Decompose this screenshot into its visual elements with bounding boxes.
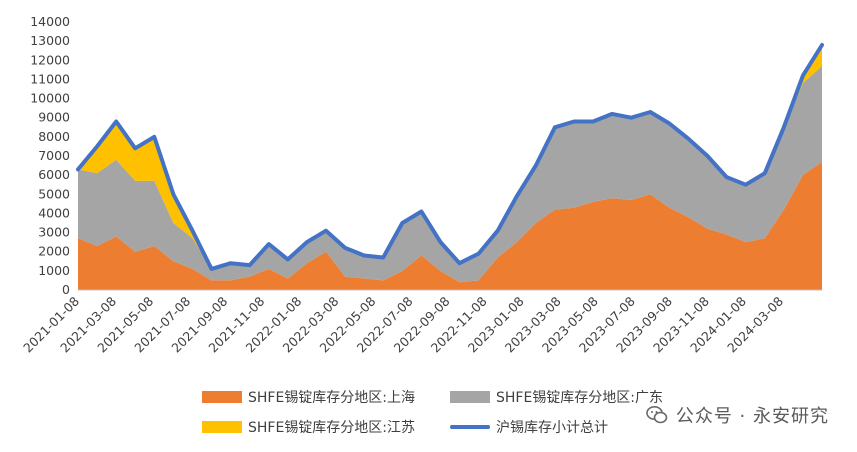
y-tick-label: 2000 — [38, 244, 70, 259]
y-tick-label: 11000 — [30, 71, 70, 86]
area-series-1 — [78, 66, 822, 283]
watermark-text: 公众号 · 永安研究 — [675, 406, 829, 427]
y-tick-label: 14000 — [30, 14, 70, 29]
legend-label-guangdong: SHFE锡锭库存分地区:广东 — [496, 390, 664, 406]
y-tick-label: 4000 — [38, 205, 70, 220]
area-series-0 — [78, 161, 822, 290]
legend-swatch-shanghai — [202, 391, 242, 403]
total-line-series — [76, 43, 824, 271]
y-tick-label: 12000 — [30, 52, 70, 67]
watermark: 公众号 · 永安研究 — [646, 402, 829, 428]
legend-item-jiangsu: SHFE锡锭库存分地区:江苏 — [202, 417, 415, 437]
y-tick-label: 8000 — [38, 129, 70, 144]
legend-label-jiangsu: SHFE锡锭库存分地区:江苏 — [248, 420, 416, 436]
legend-swatch-total — [450, 425, 490, 429]
y-tick-label: 10000 — [30, 91, 70, 106]
y-tick-label: 7000 — [38, 148, 70, 163]
y-tick-label: 3000 — [38, 225, 70, 240]
y-tick-label: 13000 — [30, 33, 70, 48]
y-tick-label: 6000 — [38, 167, 70, 182]
legend-item-guangdong: SHFE锡锭库存分地区:广东 — [450, 387, 663, 407]
legend-item-total: 沪锡库存小计总计 — [450, 417, 608, 437]
legend-swatch-jiangsu — [202, 421, 242, 433]
wechat-icon — [646, 406, 668, 424]
legend-swatch-guangdong — [450, 391, 490, 403]
y-tick-label: 1000 — [38, 263, 70, 278]
legend-label-shanghai: SHFE锡锭库存分地区:上海 — [248, 390, 416, 406]
legend-item-shanghai: SHFE锡锭库存分地区:上海 — [202, 387, 415, 407]
y-tick-label: 5000 — [38, 186, 70, 201]
y-tick-label: 0 — [62, 282, 70, 297]
legend-label-total: 沪锡库存小计总计 — [496, 420, 608, 436]
y-tick-label: 9000 — [38, 110, 70, 125]
